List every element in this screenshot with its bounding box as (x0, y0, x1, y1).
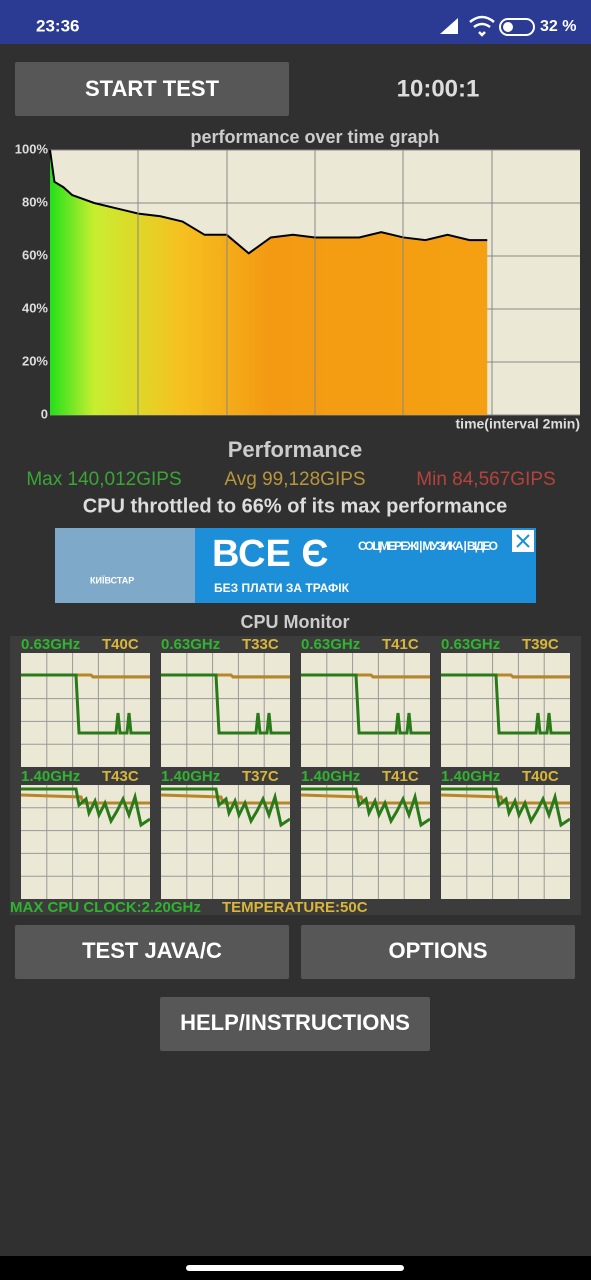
core-frequency: 0.63GHz (441, 636, 500, 653)
home-indicator[interactable] (186, 1265, 404, 1271)
core-temperature: T39C (522, 636, 559, 653)
y-tick-label: 40% (22, 300, 48, 315)
core-frequency: 0.63GHz (161, 636, 220, 653)
core-temperature: T40C (522, 768, 559, 785)
core-frequency: 1.40GHz (301, 768, 360, 785)
y-tick-label: 100% (15, 141, 49, 156)
core-curves (161, 673, 290, 735)
max-perf: Max 140,012GIPS (26, 469, 181, 490)
core-frequency-line (21, 787, 151, 828)
core-curves (160, 787, 291, 828)
core-graph (441, 653, 570, 767)
core-temperature: T41C (382, 636, 419, 653)
max-clock: MAX CPU CLOCK:2.20GHz (10, 899, 201, 916)
battery: 32 % (540, 18, 576, 35)
core-temperature-line (300, 793, 430, 805)
test-button[interactable] (15, 925, 289, 979)
ad-brand: КИЇВСТАР (90, 575, 134, 585)
core-temperature: T43C (102, 768, 139, 785)
wifi-icon (469, 15, 495, 37)
y-tick-label: 0 (41, 406, 48, 421)
avg-perf: Avg 99,128GIPS (224, 469, 365, 490)
core-frequency: 1.40GHz (21, 768, 80, 785)
cpu-monitor-title: CPU Monitor (241, 612, 350, 632)
temperature: TEMPERATURE:50C (222, 899, 368, 916)
x-axis-label: time(interval 2min) (456, 416, 580, 432)
core-frequency-line (161, 673, 290, 735)
core-temperature-line (20, 793, 150, 805)
core-temperature: T37C (242, 768, 279, 785)
core-curves (300, 787, 431, 828)
performance-title: Performance (228, 437, 363, 462)
core-graph (21, 653, 150, 767)
ad-line2: БЕЗ ПЛАТИ ЗА ТРАФІК (214, 581, 350, 595)
core-curves (440, 787, 571, 828)
y-tick-label: 80% (22, 194, 48, 209)
core-frequency-line (301, 787, 431, 828)
core-frequency-line (161, 787, 291, 828)
core-curves (441, 673, 570, 735)
vertical-grid (137, 150, 493, 415)
core-temperature-line (440, 793, 570, 805)
y-tick-label: 20% (22, 353, 48, 368)
help-button-label[interactable]: HELP/INSTRUCTIONS (180, 1010, 410, 1035)
options-button[interactable] (301, 925, 575, 979)
ad-line1: СОЦМЕРЕЖІ | МУЗИКА | ВІДЕО (358, 539, 498, 553)
core-graph (161, 653, 290, 767)
core-temperature-line (160, 793, 290, 805)
clock: 23:36 (36, 16, 79, 35)
core-frequency: 1.40GHz (161, 768, 220, 785)
core-frequency-line (441, 673, 570, 735)
test-button-label[interactable]: TEST JAVA/C (82, 938, 222, 963)
start-button-label[interactable]: START TEST (85, 76, 220, 101)
timer: 10:00:1 (397, 75, 480, 102)
signal-icon (440, 18, 458, 34)
help-button[interactable] (160, 997, 430, 1051)
ad-close-icon[interactable] (516, 534, 530, 548)
chart-title: performance over time graph (190, 127, 439, 147)
core-frequency-line (301, 673, 430, 735)
ad-headline: ВСЕ Є (212, 533, 328, 575)
y-tick-label: 60% (22, 247, 48, 262)
core-frequency: 0.63GHz (301, 636, 360, 653)
core-curves (21, 673, 150, 735)
core-curves (20, 787, 151, 828)
core-frequency: 1.40GHz (441, 768, 500, 785)
start-button[interactable] (15, 62, 289, 116)
core-frequency: 0.63GHz (21, 636, 80, 653)
core-curves (301, 673, 430, 735)
options-button-label[interactable]: OPTIONS (388, 938, 487, 963)
throttle-text: CPU throttled to 66% of its max performa… (83, 495, 508, 517)
core-graph (301, 653, 430, 767)
core-temperature: T41C (382, 768, 419, 785)
cores: 0.63GHz T40C 0.63GHz T33C 0.63GHz T41C 0.63GHz… (20, 636, 571, 899)
core-temperature: T40C (102, 636, 139, 653)
battery-icon (499, 18, 535, 36)
battery-level (503, 22, 513, 32)
ad-image (55, 528, 195, 603)
core-temperature: T33C (242, 636, 279, 653)
core-frequency-line (21, 673, 150, 735)
core-frequency-line (441, 787, 571, 828)
min-perf: Min 84,567GIPS (416, 469, 555, 490)
performance-line (49, 149, 488, 255)
